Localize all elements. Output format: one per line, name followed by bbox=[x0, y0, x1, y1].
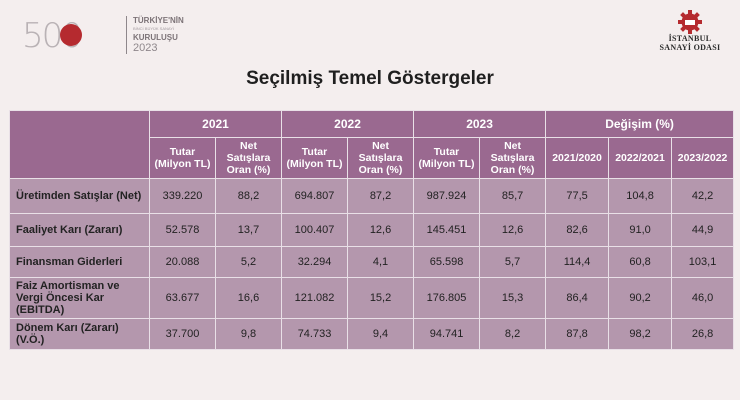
change-period-header: 2022/2021 bbox=[608, 137, 673, 179]
table-cell: 74.733 bbox=[281, 318, 349, 350]
gear-icon bbox=[678, 10, 702, 34]
table-cell: 46,0 bbox=[671, 277, 735, 319]
table-row: Dönem Karı (Zararı) (V.Ö.) 37.700 9,8 74.73… bbox=[9, 318, 735, 350]
row-label: Faiz Amortisman ve Vergi Öncesi Kar (EBI… bbox=[9, 277, 150, 319]
table-cell: 15,3 bbox=[479, 277, 547, 319]
anniversary-line2: BİNCİ BÜYÜK SANAYİ bbox=[133, 26, 175, 31]
table-cell: 32.294 bbox=[281, 246, 349, 278]
table-cell: 145.451 bbox=[413, 213, 481, 247]
row-label: Dönem Karı (Zararı) (V.Ö.) bbox=[9, 318, 150, 350]
table-body: Üretimden Satışlar (Net) 339.220 88,2 694.8… bbox=[9, 178, 735, 350]
org-logo: İSTANBUL SANAYİ ODASI bbox=[650, 10, 730, 62]
org-name-line1: İSTANBUL bbox=[668, 34, 712, 43]
ratio-subheader: Net Satışlara Oran (%) bbox=[214, 137, 283, 179]
table-cell: 12,6 bbox=[347, 213, 415, 247]
table-cell: 37.700 bbox=[149, 318, 216, 350]
page-title: Seçilmiş Temel Göstergeler bbox=[246, 68, 494, 89]
table-cell: 121.082 bbox=[281, 277, 349, 319]
amount-subheader: Tutar (Milyon TL) bbox=[149, 137, 216, 179]
table-cell: 9,8 bbox=[214, 318, 283, 350]
change-period-header: 2021/2020 bbox=[545, 137, 610, 179]
table-cell: 90,2 bbox=[608, 277, 673, 319]
table-cell: 13,7 bbox=[214, 213, 283, 247]
org-name-line2: SANAYİ ODASI bbox=[659, 43, 721, 52]
table-cell: 65.598 bbox=[413, 246, 481, 278]
table-cell: 63.677 bbox=[149, 277, 216, 319]
table-cell: 91,0 bbox=[608, 213, 673, 247]
table-cell: 9,4 bbox=[347, 318, 415, 350]
ratio-subheader: Net Satışlara Oran (%) bbox=[479, 137, 547, 179]
table-row: Üretimden Satışlar (Net) 339.220 88,2 694.8… bbox=[9, 178, 735, 214]
indicators-table: 2021 2022 2023 Değişim (%) Tutar (Milyon… bbox=[9, 110, 735, 356]
table-cell: 60,8 bbox=[608, 246, 673, 278]
anniversary-year: 2023 bbox=[133, 42, 158, 54]
table-cell: 4,1 bbox=[347, 246, 415, 278]
year-header: 2021 bbox=[148, 110, 283, 138]
year-header: 2022 bbox=[281, 110, 415, 138]
table-cell: 16,6 bbox=[214, 277, 283, 319]
table-cell: 20.088 bbox=[149, 246, 216, 278]
table-cell: 42,2 bbox=[671, 178, 735, 214]
row-label: Faaliyet Karı (Zararı) bbox=[9, 213, 150, 247]
table-row: Finansman Giderleri 20.088 5,2 32.294 4,1 65.… bbox=[9, 246, 735, 278]
table-cell: 114,4 bbox=[545, 246, 610, 278]
table-cell: 87,8 bbox=[545, 318, 610, 350]
change-period-header: 2023/2022 bbox=[671, 137, 735, 179]
logo-divider bbox=[126, 16, 127, 54]
table-cell: 44,9 bbox=[671, 213, 735, 247]
ratio-subheader: Net Satışlara Oran (%) bbox=[347, 137, 415, 179]
table-cell: 82,6 bbox=[545, 213, 610, 247]
table-cell: 86,4 bbox=[545, 277, 610, 319]
table-cell: 5,2 bbox=[214, 246, 283, 278]
header-corner bbox=[9, 110, 150, 179]
table-cell: 94.741 bbox=[413, 318, 481, 350]
table-cell: 12,6 bbox=[479, 213, 547, 247]
table-cell: 87,2 bbox=[347, 178, 415, 214]
table-cell: 176.805 bbox=[413, 277, 481, 319]
table-cell: 52.578 bbox=[149, 213, 216, 247]
amount-subheader: Tutar (Milyon TL) bbox=[281, 137, 349, 179]
amount-subheader: Tutar (Milyon TL) bbox=[413, 137, 481, 179]
table-cell: 15,2 bbox=[347, 277, 415, 319]
table-cell: 8,2 bbox=[479, 318, 547, 350]
iso-emblem-icon bbox=[60, 24, 82, 46]
table-cell: 694.807 bbox=[281, 178, 349, 214]
anniversary-line3: KURULUŞU bbox=[133, 33, 178, 42]
year-header: 2023 bbox=[413, 110, 547, 138]
row-label: Üretimden Satışlar (Net) bbox=[9, 178, 150, 214]
table-cell: 88,2 bbox=[214, 178, 283, 214]
table-cell: 5,7 bbox=[479, 246, 547, 278]
anniversary-logo: 500 TÜRKİYE'NİN BİNCİ BÜYÜK SANAYİ KURUL… bbox=[22, 14, 222, 58]
table-row: Faaliyet Karı (Zararı) 52.578 13,7 100.407 1… bbox=[9, 213, 735, 247]
table-cell: 85,7 bbox=[479, 178, 547, 214]
table-cell: 26,8 bbox=[671, 318, 735, 350]
table-cell: 104,8 bbox=[608, 178, 673, 214]
table-cell: 100.407 bbox=[281, 213, 349, 247]
table-cell: 339.220 bbox=[149, 178, 216, 214]
change-header: Değişim (%) bbox=[545, 110, 735, 138]
anniversary-line1: TÜRKİYE'NİN bbox=[133, 16, 184, 25]
table-cell: 103,1 bbox=[671, 246, 735, 278]
table-row: Faiz Amortisman ve Vergi Öncesi Kar (EBI… bbox=[9, 277, 735, 319]
table-cell: 77,5 bbox=[545, 178, 610, 214]
table-cell: 987.924 bbox=[413, 178, 481, 214]
row-label: Finansman Giderleri bbox=[9, 246, 150, 278]
table-cell: 98,2 bbox=[608, 318, 673, 350]
